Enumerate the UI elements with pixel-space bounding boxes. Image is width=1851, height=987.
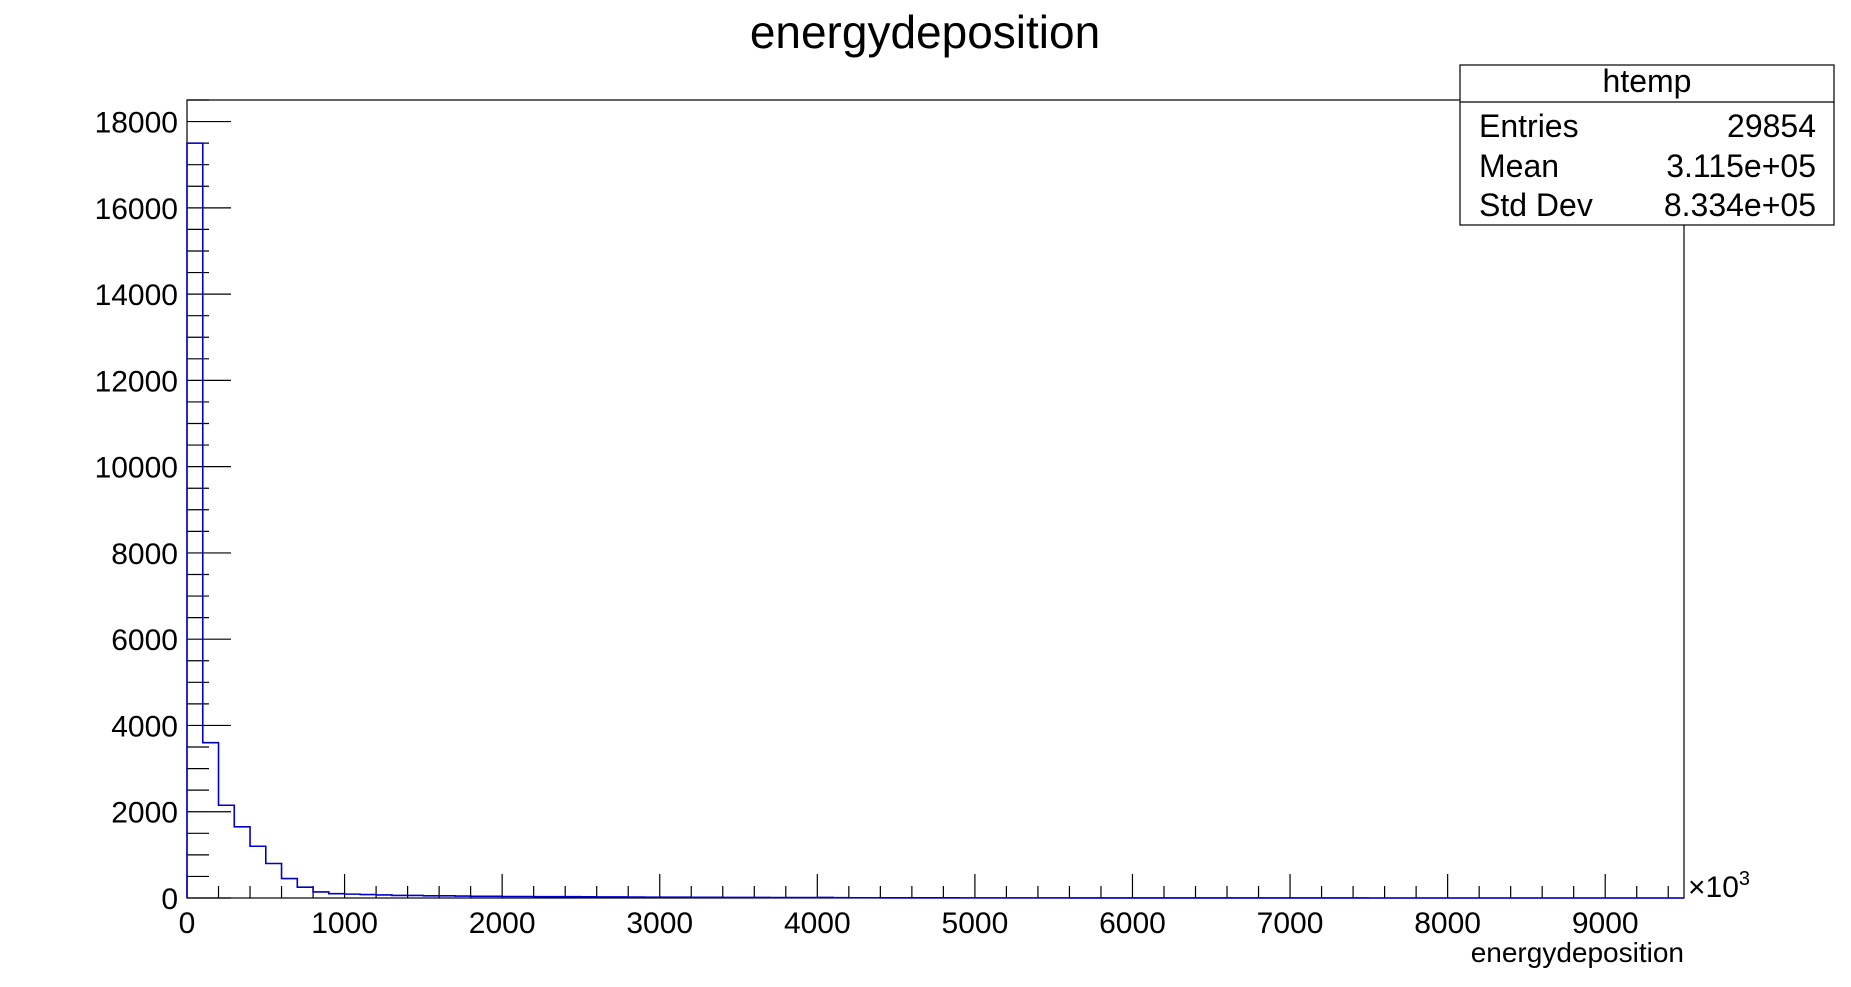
histogram-line: [186, 142, 1684, 899]
y-tick-label: 12000: [95, 365, 178, 398]
x-tick-label: 0: [179, 907, 196, 940]
stats-box: htemp Entries 29854 Mean 3.115e+05 Std D…: [1459, 63, 1835, 226]
y-tick-label: 14000: [95, 279, 178, 312]
y-tick-label: 10000: [95, 452, 178, 485]
stats-box-frame: [1459, 64, 1835, 226]
y-tick-label: 8000: [111, 538, 178, 571]
x-tick-label: 1000: [311, 907, 378, 940]
y-tick-label: 16000: [95, 193, 178, 226]
y-axis: 0 2000 4000 6000 8000 10000 12000 14000 16000 180…: [95, 99, 231, 916]
stats-mean-label: Mean: [1479, 148, 1559, 184]
stats-mean-value: 3.115e+05: [1666, 148, 1816, 184]
stats-entries-label: Entries: [1479, 108, 1579, 144]
y-tick-label: 6000: [111, 624, 178, 657]
y-tick-label: 0: [161, 883, 178, 916]
x-tick-label: 9000: [1572, 907, 1639, 940]
chart-title: energydeposition: [750, 6, 1100, 58]
stats-stddev-value: 8.334e+05: [1664, 187, 1816, 223]
x-tick-label: 6000: [1099, 907, 1166, 940]
x-tick-label: 5000: [942, 907, 1009, 940]
x-tick-label: 7000: [1257, 907, 1324, 940]
stats-box-name: htemp: [1603, 63, 1692, 99]
y-tick-label: 18000: [95, 107, 178, 140]
x-axis-title: energydeposition: [1471, 937, 1684, 968]
y-tick-label: 2000: [111, 797, 178, 830]
stats-stddev-label: Std Dev: [1479, 187, 1593, 223]
x-axis-multiplier: ×103: [1688, 868, 1750, 904]
stats-entries-value: 29854: [1727, 108, 1816, 144]
x-tick-label: 2000: [469, 907, 536, 940]
x-tick-label: 3000: [626, 907, 693, 940]
x-tick-label: 4000: [784, 907, 851, 940]
x-tick-label: 8000: [1414, 907, 1481, 940]
x-axis: 0 1000 2000 3000 4000 5000 6000 7000 8000 9000: [179, 874, 1669, 940]
y-tick-label: 4000: [111, 710, 178, 743]
